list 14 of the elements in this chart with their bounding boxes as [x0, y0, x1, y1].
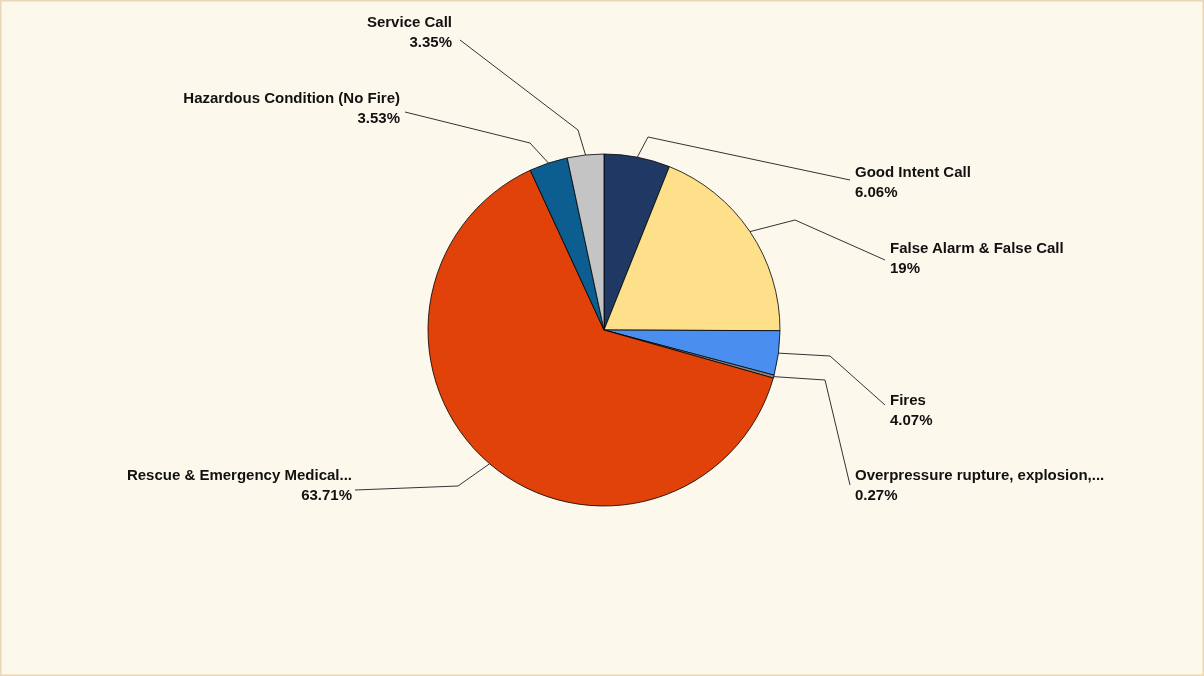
- slice-label: Rescue & Emergency Medical...: [126, 466, 352, 483]
- slice-label: Fires: [890, 391, 926, 408]
- data-label: 6.06%: [855, 183, 898, 200]
- slice-label: Hazardous Condition (No Fire): [183, 89, 400, 106]
- slice-label: Overpressure rupture, explosion,...: [855, 466, 1105, 483]
- slice-label: Service Call: [366, 13, 452, 30]
- data-label: 4.07%: [890, 411, 933, 428]
- data-label: 0.27%: [855, 486, 898, 503]
- data-label: 3.35%: [409, 33, 452, 50]
- data-label: 63.71%: [301, 486, 352, 503]
- data-label: 19%: [890, 259, 921, 276]
- slice-label: Good Intent Call: [855, 163, 971, 180]
- slice-label: False Alarm & False Call: [890, 239, 1064, 256]
- data-label: 3.53%: [357, 109, 400, 126]
